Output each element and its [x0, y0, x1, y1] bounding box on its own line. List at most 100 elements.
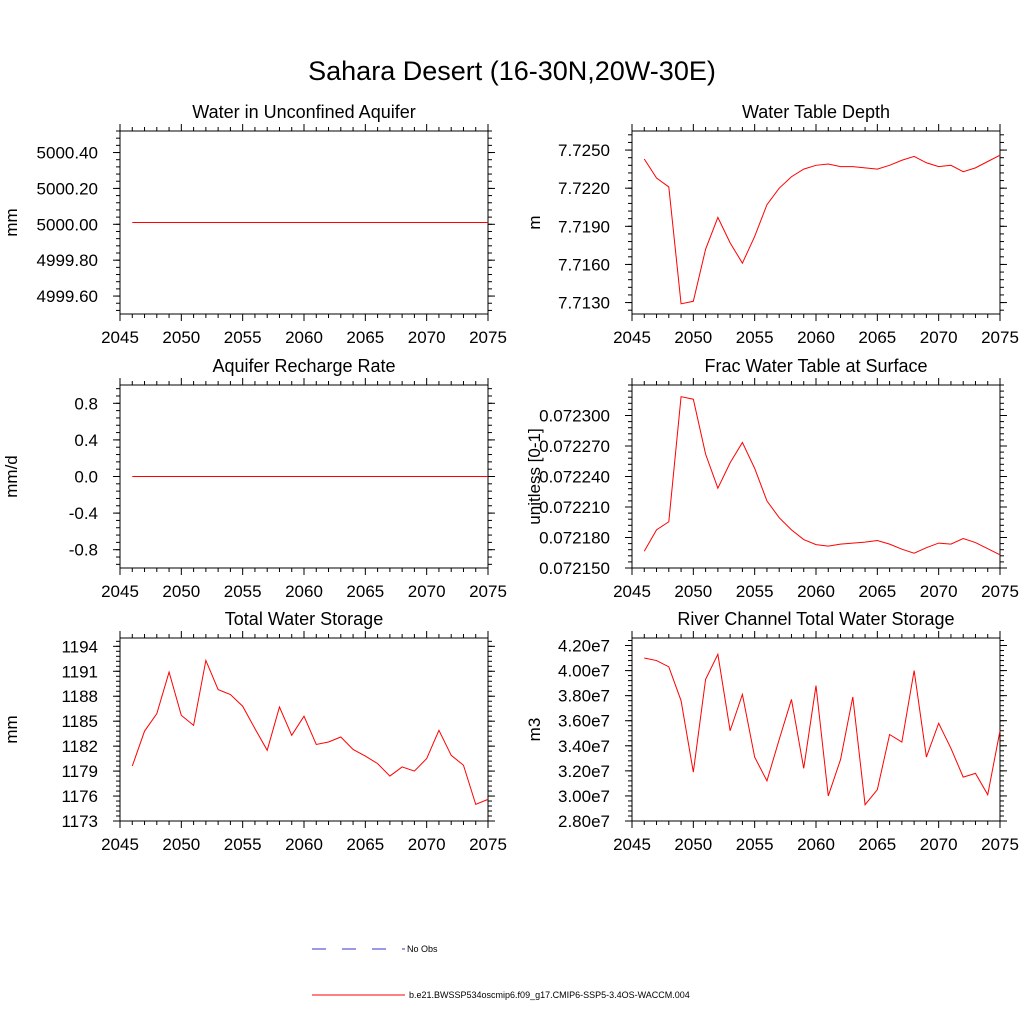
legend [312, 948, 405, 996]
x-tick-label: 2055 [736, 328, 774, 347]
y-tick-label: 7.7130 [558, 294, 610, 313]
plot-frame [631, 130, 1001, 315]
y-tick-label: 1173 [61, 812, 98, 831]
panel-water-table-depth: Water Table Depth m 2045 2050 2055 2060 2065 20… [525, 102, 1019, 347]
x-tick-label: 2045 [101, 835, 139, 854]
y-axis-label: mm/d [2, 455, 21, 498]
x-tick-label: 2075 [981, 835, 1019, 854]
y-tick-label: 3.80e7 [558, 687, 610, 706]
y-tick-label: 1182 [61, 737, 98, 756]
x-tick-label: 2065 [346, 328, 384, 347]
x-tick-label: 2075 [469, 328, 507, 347]
x-tick-label: 2055 [224, 328, 262, 347]
y-tick-label: 0.072180 [539, 529, 610, 548]
x-tick-label: 2075 [981, 582, 1019, 601]
x-tick-label: 2050 [162, 835, 200, 854]
y-tick-label: 0.4 [74, 431, 98, 450]
x-tick-label: 2045 [613, 328, 651, 347]
plot-frame [631, 384, 1001, 569]
y-tick-label: 0.072300 [539, 407, 610, 426]
x-tick-label: 2050 [162, 328, 200, 347]
y-tick-label: 5000.20 [37, 179, 98, 198]
y-tick-label: 7.7220 [558, 179, 610, 198]
plot-frame [631, 637, 1001, 822]
y-tick-label: 1191 [61, 662, 98, 681]
x-tick-label: 2065 [858, 328, 896, 347]
x-tick-label: 2055 [224, 582, 262, 601]
y-tick-label: 4999.80 [37, 251, 98, 270]
x-tick-label: 2055 [736, 835, 774, 854]
y-tick-label: -0.8 [69, 541, 98, 560]
x-tick-label: 2065 [346, 582, 384, 601]
y-axis-label: unitless [0-1] [525, 428, 544, 524]
series-line [131, 658, 489, 806]
x-tick-label: 2070 [920, 328, 958, 347]
y-tick-label: 1179 [61, 762, 98, 781]
x-tick-label: 2070 [408, 582, 446, 601]
y-tick-label: 0.8 [74, 394, 98, 413]
y-tick-label: 1176 [61, 787, 98, 806]
x-tick-label: 2055 [736, 582, 774, 601]
x-tick-label: 2065 [858, 835, 896, 854]
x-tick-label: 2045 [613, 835, 651, 854]
x-tick-label: 2060 [797, 582, 835, 601]
y-tick-label: 1188 [61, 687, 98, 706]
x-tick-label: 2050 [674, 835, 712, 854]
y-tick-label: 1185 [61, 712, 98, 731]
x-tick-label: 2075 [981, 328, 1019, 347]
x-tick-label: 2060 [285, 328, 323, 347]
panel-title: Aquifer Recharge Rate [212, 356, 395, 376]
y-tick-label: 3.20e7 [558, 762, 610, 781]
x-tick-label: 2070 [920, 582, 958, 601]
panel-title: Water Table Depth [742, 102, 890, 122]
panel-title: River Channel Total Water Storage [677, 609, 954, 629]
x-tick-label: 2070 [920, 835, 958, 854]
series-line [644, 652, 1001, 806]
y-tick-label: 7.7250 [558, 141, 610, 160]
y-tick-label: 2.80e7 [558, 812, 610, 831]
panel-title: Water in Unconfined Aquifer [192, 102, 415, 122]
panel-title: Frac Water Table at Surface [704, 356, 927, 376]
x-tick-label: 2060 [285, 582, 323, 601]
series-line [643, 154, 1001, 305]
panel-water-unconfined-aquifer: Water in Unconfined Aquifer mm 2045 2050 205… [2, 102, 507, 347]
y-tick-label: 5000.00 [37, 215, 98, 234]
y-tick-label: 7.7160 [558, 255, 610, 274]
x-tick-label: 2070 [408, 328, 446, 347]
series-line [643, 396, 1001, 556]
y-tick-label: -0.4 [69, 504, 98, 523]
panel-frac-water-table-surface: Frac Water Table at Surface unitless [0-1… [525, 356, 1019, 601]
y-tick-label: 0.072210 [539, 498, 610, 517]
panel-total-water-storage: Total Water Storage mm 2045 2050 2055 2060 206… [2, 609, 507, 854]
y-tick-label: 3.60e7 [558, 712, 610, 731]
y-tick-label: 4999.60 [37, 287, 98, 306]
y-axis-label: mm [2, 715, 21, 743]
x-tick-label: 2065 [346, 835, 384, 854]
plot-frame [119, 637, 489, 822]
y-tick-label: 7.7190 [558, 217, 610, 236]
y-tick-label: 5000.40 [37, 144, 98, 163]
panel-title: Total Water Storage [225, 609, 383, 629]
x-tick-label: 2070 [408, 835, 446, 854]
x-tick-label: 2050 [162, 582, 200, 601]
x-tick-label: 2065 [858, 582, 896, 601]
figure-title: Sahara Desert (16-30N,20W-30E) [308, 56, 716, 86]
x-tick-label: 2060 [285, 835, 323, 854]
y-axis-label: m [525, 215, 544, 229]
y-tick-label: 0.072150 [539, 559, 610, 578]
x-tick-label: 2060 [797, 835, 835, 854]
x-tick-label: 2060 [797, 328, 835, 347]
y-tick-label: 0.0 [74, 468, 98, 487]
x-tick-label: 2075 [469, 582, 507, 601]
x-tick-label: 2050 [674, 582, 712, 601]
y-tick-label: 1194 [61, 637, 98, 656]
x-tick-label: 2045 [101, 582, 139, 601]
panel-aquifer-recharge-rate: Aquifer Recharge Rate mm/d 2045 2050 2055 206… [2, 356, 507, 601]
y-tick-label: 0.072270 [539, 437, 610, 456]
y-tick-label: 3.00e7 [558, 787, 610, 806]
x-tick-label: 2045 [613, 582, 651, 601]
y-axis-label: m3 [525, 718, 544, 742]
x-tick-label: 2045 [101, 328, 139, 347]
